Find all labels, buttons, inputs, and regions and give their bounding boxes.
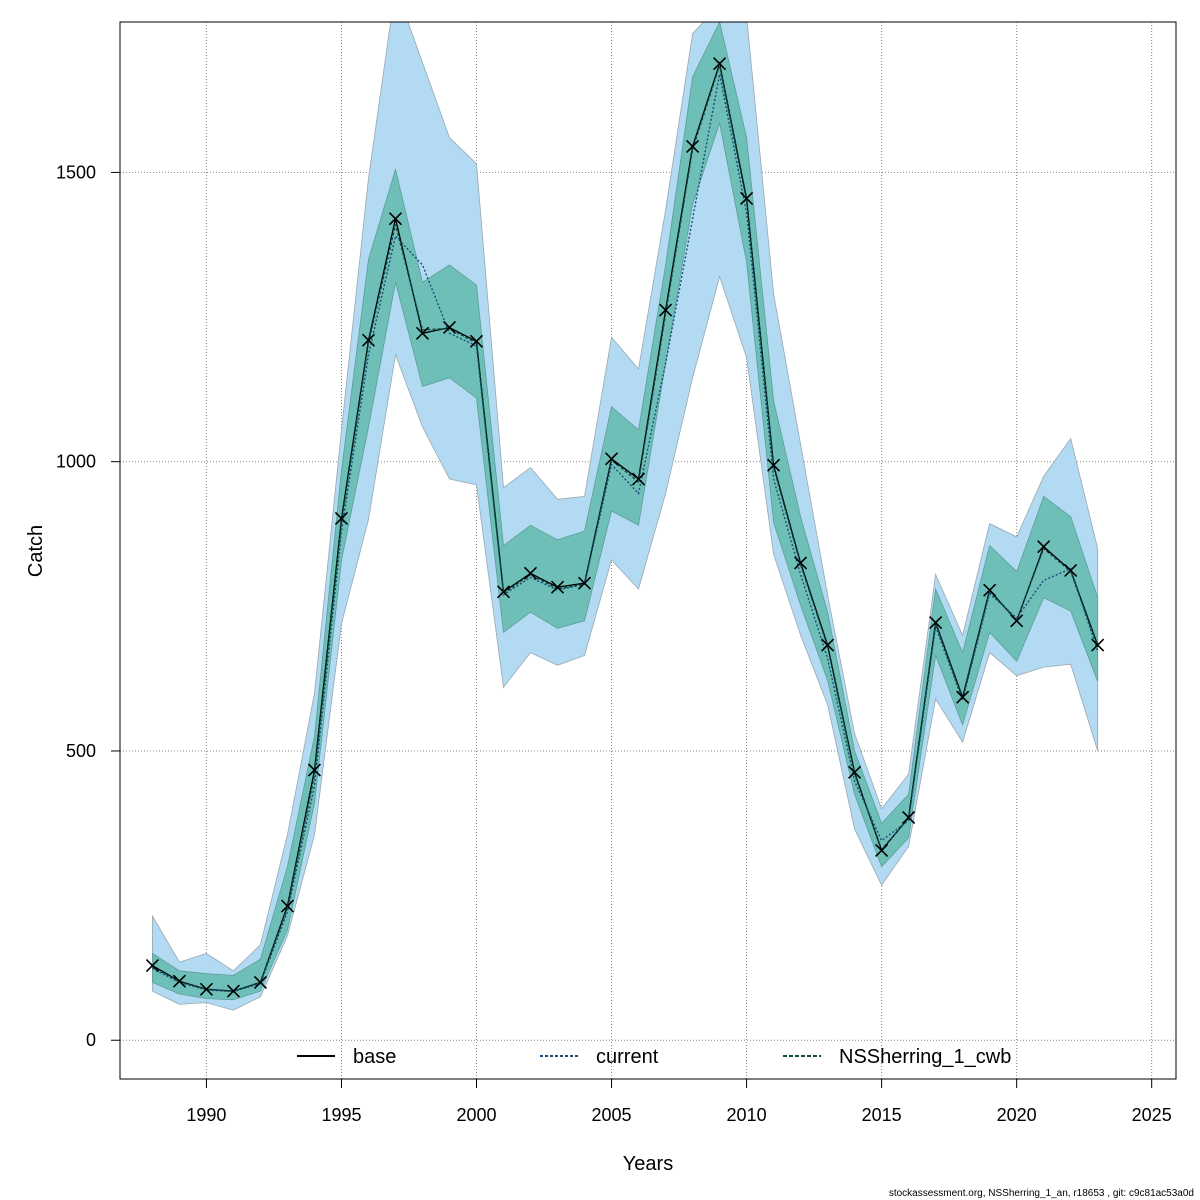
x-tick-label-2005: 2005 — [592, 1105, 632, 1125]
y-tick-label-0: 0 — [86, 1030, 96, 1050]
x-tick-label-2000: 2000 — [456, 1105, 496, 1125]
series-line-current — [152, 73, 1099, 993]
data-point-1989 — [172, 974, 186, 988]
legend-label-base: base — [353, 1046, 396, 1068]
legend-label-current: current — [596, 1046, 659, 1068]
data-point-1991 — [226, 984, 240, 998]
data-point-2009 — [713, 57, 727, 71]
data-point-1998 — [415, 326, 430, 340]
x-tick-label-2015: 2015 — [862, 1105, 902, 1125]
data-point-2021 — [1037, 540, 1051, 554]
legend-label-cwb: NSSherring_1_cwb — [839, 1046, 1011, 1068]
y-tick-label-500: 500 — [66, 741, 96, 761]
x-tick-label-1990: 1990 — [186, 1105, 226, 1125]
data-point-1993 — [280, 899, 295, 913]
data-point-2023 — [1091, 638, 1105, 652]
data-point-2019 — [983, 583, 997, 597]
y-tick-label-1500: 1500 — [56, 162, 96, 182]
data-point-2008 — [685, 139, 700, 153]
data-point-2014 — [848, 765, 862, 779]
data-point-2000 — [469, 334, 484, 348]
data-point-2004 — [577, 576, 592, 590]
x-axis-title: Years — [623, 1153, 673, 1175]
series-line-nssherring_1_cwb — [152, 62, 1099, 992]
data-point-1996 — [361, 333, 376, 347]
data-point-1988 — [145, 959, 159, 973]
data-point-2003 — [550, 580, 565, 594]
data-point-1994 — [307, 763, 322, 777]
data-point-2016 — [902, 810, 916, 825]
data-point-1990 — [199, 982, 213, 996]
data-point-2007 — [658, 303, 673, 317]
data-point-2018 — [956, 690, 970, 704]
data-point-2022 — [1064, 563, 1078, 578]
data-point-2013 — [821, 638, 835, 652]
data-point-1999 — [442, 320, 457, 335]
legend: base current NSSherring_1_cwb — [297, 1046, 1011, 1068]
y-axis-title: Catch — [25, 525, 47, 577]
data-point-1992 — [253, 975, 268, 989]
data-point-2011 — [767, 458, 781, 472]
data-point-2002 — [523, 566, 538, 580]
data-point-2006 — [631, 472, 646, 486]
x-tick-label-2010: 2010 — [727, 1105, 767, 1125]
footer-note: stockassessment.org, NSSherring_1_an, r1… — [889, 1188, 1194, 1199]
data-point-1997 — [388, 212, 403, 226]
data-point-2005 — [604, 452, 619, 466]
y-tick-label-1000: 1000 — [56, 452, 96, 472]
data-point-2010 — [740, 191, 754, 206]
data-point-2017 — [929, 615, 943, 630]
axes: 1990 1995 2000 2005 2010 2015 2020 2025 0 500 1000… — [56, 162, 1172, 1125]
data-point-2001 — [496, 585, 511, 599]
x-tick-label-2020: 2020 — [997, 1105, 1037, 1125]
series-lines — [152, 61, 1099, 993]
data-point-2012 — [794, 556, 808, 570]
data-point-2015 — [875, 843, 889, 858]
point-markers — [145, 57, 1105, 998]
data-point-1995 — [334, 511, 349, 525]
x-tick-label-2025: 2025 — [1132, 1105, 1172, 1125]
x-tick-label-1995: 1995 — [321, 1105, 361, 1125]
data-point-2020 — [1010, 614, 1024, 628]
